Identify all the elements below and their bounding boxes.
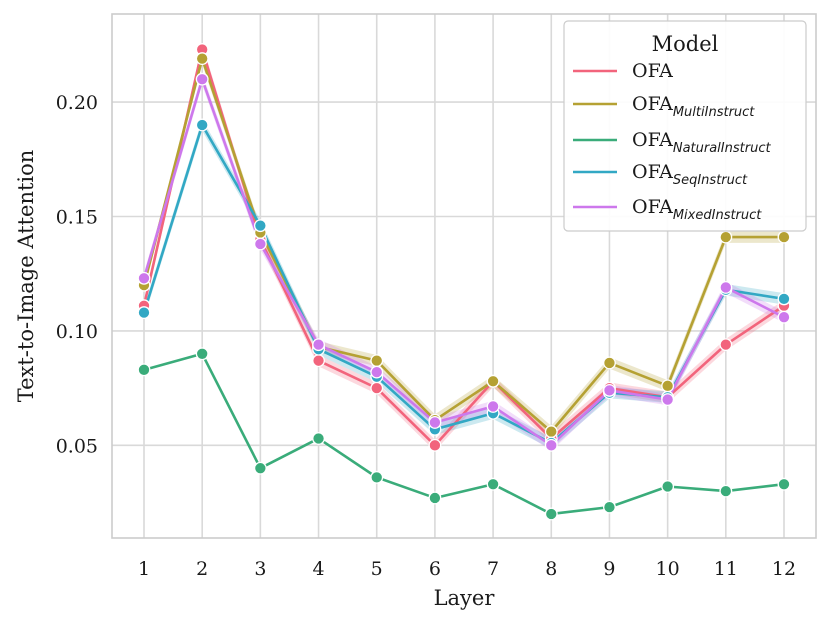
point-ofa-naturalinstruct-layer-10 [661,480,675,493]
y-axis-label: Text-to-Image Attention [14,150,38,403]
x-tick-label: 9 [603,558,615,580]
point-ofa-layer-6 [428,438,442,452]
legend-label-base: OFA [632,161,673,183]
point-ofa-mixedinstruct-layer-11 [719,280,733,294]
y-tick-label: 0.15 [56,207,98,229]
point-ofa-seqinstruct-layer-3 [253,219,267,233]
x-tick-label: 1 [138,558,150,580]
point-ofa-naturalinstruct-layer-2 [195,347,209,361]
legend-label-base: OFA [632,196,673,218]
point-ofa-multiinstruct-layer-8 [544,425,558,439]
legend-label-subscript: MultiInstruct [673,105,755,120]
x-axis-label: Layer [434,586,496,610]
plot-frame [111,13,817,539]
legend-label-subscript: SeqInstruct [673,173,748,188]
point-ofa-multiinstruct-layer-9 [603,356,616,370]
point-ofa-naturalinstruct-layer-4 [312,432,325,445]
legend-label-base: OFA [632,93,673,115]
line-ofa-multiinstruct [142,57,784,433]
point-ofa-mixedinstruct-layer-6 [428,415,442,429]
line-ofa-mixedinstruct [142,77,785,447]
legend-entries: OFAOFAMultiInstructOFANaturalInstructOFA… [573,60,771,223]
point-ofa-multiinstruct-layer-11 [719,230,733,244]
point-ofa-mixedinstruct-layer-4 [312,338,325,352]
point-ofa-mixedinstruct-layer-7 [486,399,500,413]
legend-label-subscript: NaturalInstruct [673,141,772,156]
legend-label: OFAMixedInstruct [632,196,762,223]
legend-label-base: OFA [632,129,673,151]
legend: Model OFAOFAMultiInstructOFANaturalInstr… [563,20,807,232]
legend-label: OFAMultiInstruct [632,93,755,120]
legend-label: OFANaturalInstruct [632,129,771,156]
x-tick-label: 7 [487,558,499,580]
legend-title: Model [652,32,719,56]
line-ofa-naturalinstruct [143,352,785,516]
y-tick-label: 0.20 [56,92,98,114]
point-ofa-mixedinstruct-layer-10 [661,393,675,407]
x-tick-labels: 1 2 3 4 5 6 7 8 9 10 11 12 [138,558,796,580]
series-points [137,43,791,521]
point-ofa-layer-4 [312,354,325,368]
x-tick-label: 5 [371,558,383,580]
point-ofa-mixedinstruct-layer-5 [370,365,384,379]
x-tick-label: 8 [545,558,557,580]
x-tick-label: 11 [714,558,738,580]
legend-box [563,20,807,232]
point-ofa-multiinstruct-layer-12 [777,230,791,244]
point-ofa-multiinstruct-layer-10 [661,379,675,393]
legend-label: OFA [632,60,673,82]
point-ofa-mixedinstruct-layer-3 [253,237,267,251]
point-ofa-layer-11 [719,338,733,352]
point-ofa-mixedinstruct-layer-8 [544,438,558,452]
point-ofa-naturalinstruct-layer-12 [777,477,791,491]
point-ofa-naturalinstruct-layer-3 [253,461,267,475]
point-ofa-naturalinstruct-layer-6 [428,491,442,505]
y-tick-label: 0.10 [56,321,98,343]
x-tick-label: 2 [196,558,208,580]
x-tick-label: 4 [312,558,324,580]
point-ofa-mixedinstruct-layer-9 [603,383,616,397]
point-ofa-naturalinstruct-layer-1 [137,363,151,377]
legend-label-subscript: MixedInstruct [673,208,762,223]
y-tick-labels: 0.05 0.10 0.15 0.20 [56,92,98,457]
point-ofa-naturalinstruct-layer-8 [544,507,558,521]
point-ofa-naturalinstruct-layer-11 [719,484,733,498]
x-tick-label: 3 [254,558,266,580]
point-ofa-naturalinstruct-layer-5 [370,470,384,484]
point-ofa-mixedinstruct-layer-1 [137,271,151,285]
point-ofa-naturalinstruct-layer-9 [603,500,616,514]
legend-label: OFASeqInstruct [632,161,748,188]
y-tick-label: 0.05 [56,435,98,457]
point-ofa-naturalinstruct-layer-7 [486,477,500,491]
point-ofa-layer-5 [370,381,384,395]
x-tick-label: 12 [772,558,796,580]
series-lines [142,48,785,516]
point-ofa-seqinstruct-layer-12 [777,292,791,306]
point-ofa-mixedinstruct-layer-2 [195,72,209,86]
point-ofa-multiinstruct-layer-2 [195,52,209,66]
legend-label-base: OFA [632,60,673,82]
x-tick-label: 6 [429,558,441,580]
point-ofa-seqinstruct-layer-2 [195,118,209,132]
x-tick-label: 10 [656,558,680,580]
point-ofa-seqinstruct-layer-1 [137,306,151,320]
point-ofa-mixedinstruct-layer-12 [777,310,791,324]
point-ofa-multiinstruct-layer-7 [486,374,500,388]
point-ofa-multiinstruct-layer-5 [370,354,384,368]
